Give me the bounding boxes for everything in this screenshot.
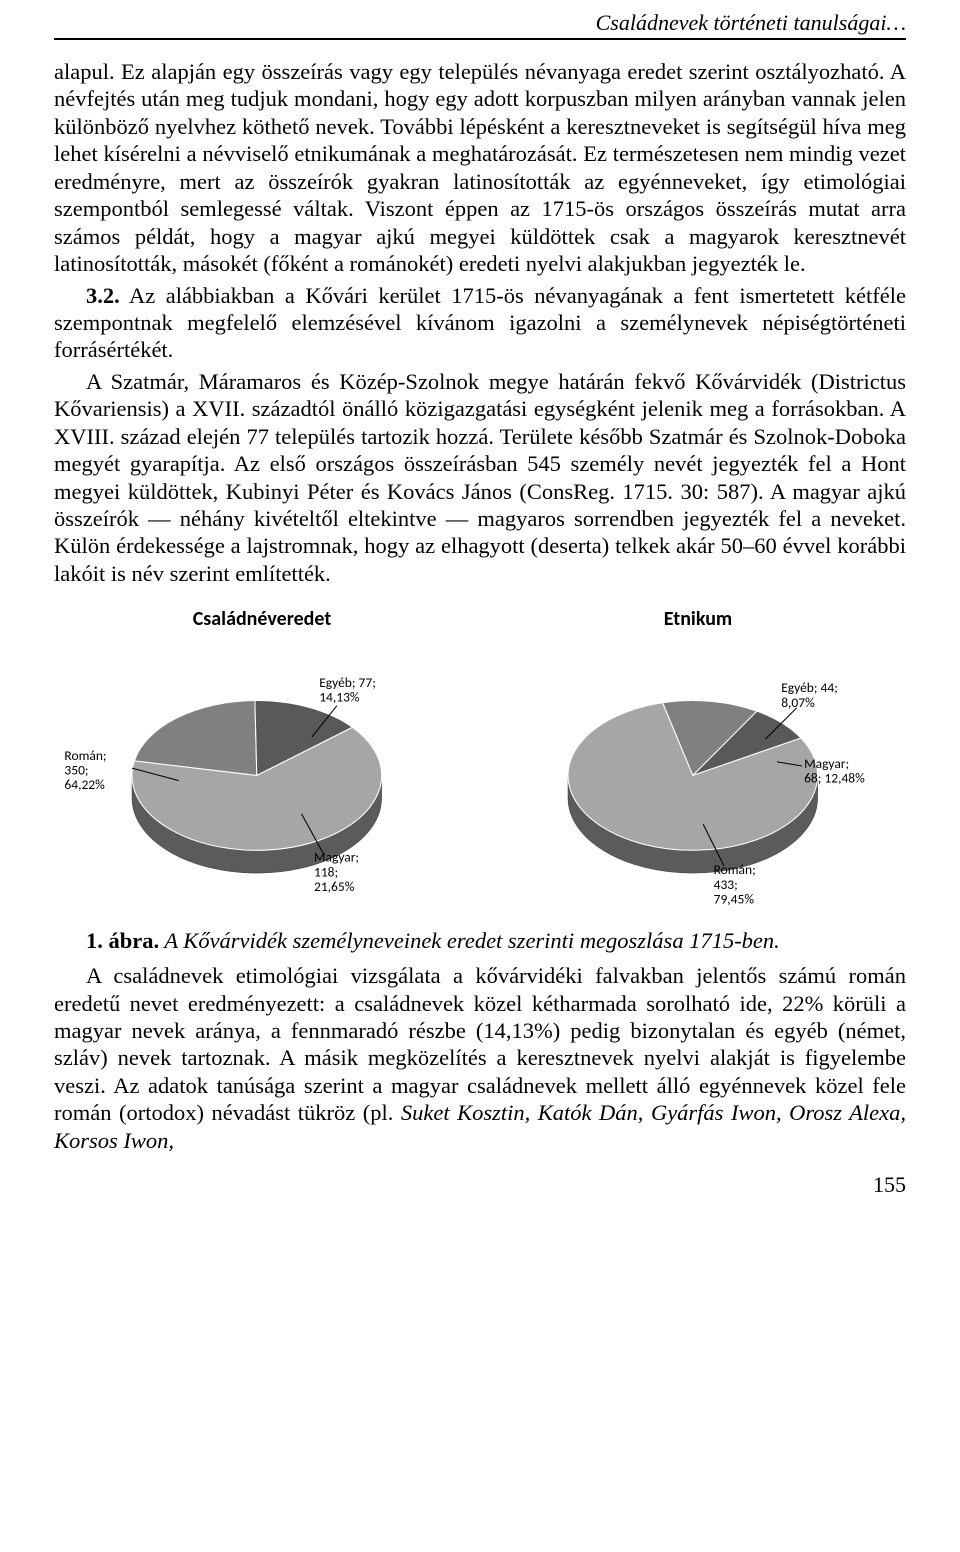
paragraph-4: A családnevek etimológiai vizsgálata a k…	[54, 962, 906, 1154]
running-head: Családnevek történeti tanulságai…	[54, 10, 906, 40]
chart-title: Családnéveredet	[193, 607, 332, 631]
figure-1: Családnéveredet Román;350;64,22% Magyar;11…	[54, 607, 906, 954]
chart-title: Etnikum	[664, 607, 732, 631]
paragraph-2: 3.2. Az alábbiakban a Kővári kerület 171…	[54, 282, 906, 364]
pie-slice-label: Magyar;118;21,65%	[314, 849, 359, 895]
paragraph-3: A Szatmár, Máramaros és Közép-Szolnok me…	[54, 368, 906, 588]
section-number: 3.2.	[86, 283, 120, 308]
figure-caption: 1. ábra. A Kővárvidék személyneveinek er…	[54, 928, 906, 954]
pie-slice-label: Magyar;68; 12,48%	[804, 755, 865, 787]
pie-slice-label: Román;350;64,22%	[64, 747, 106, 793]
figure-caption-text: A Kővárvidék személyneveinek eredet szer…	[159, 928, 780, 953]
pie-slice-label: Egyéb; 44;8,07%	[781, 680, 838, 712]
paragraph-1: alapul. Ez alapján egy összeírás vagy eg…	[54, 58, 906, 278]
page-number: 155	[54, 1172, 906, 1198]
figure-caption-title: 1. ábra.	[86, 928, 159, 953]
pie-slice-label: Egyéb; 77;14,13%	[319, 674, 376, 706]
pie-slice-label: Román;433;79,45%	[714, 862, 756, 908]
pie-svg: Román;350;64,22% Magyar;118;21,65% Egyéb; …	[54, 635, 470, 916]
pie-chart-1: Családnéveredet Román;350;64,22% Magyar;11…	[54, 607, 470, 916]
pie-chart-2: Etnikum Román;433;79,45% Magyar;68; 12,48%…	[490, 607, 906, 916]
paragraph-2-text: Az alábbiakban a Kővári kerület 1715-ös …	[54, 283, 906, 363]
pie-svg: Román;433;79,45% Magyar;68; 12,48% Egyéb; …	[490, 635, 906, 916]
